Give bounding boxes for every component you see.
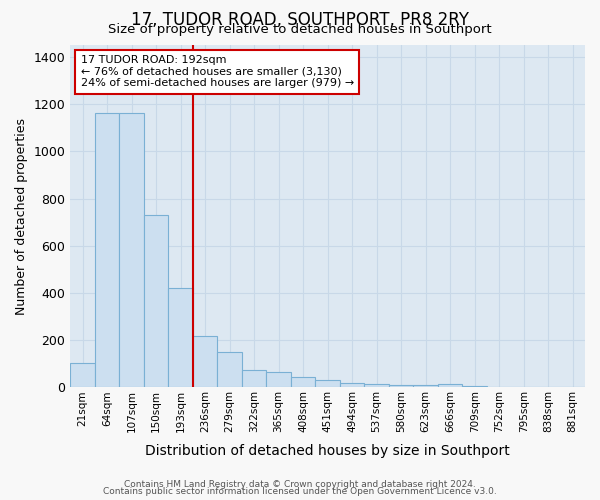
Text: Contains HM Land Registry data © Crown copyright and database right 2024.: Contains HM Land Registry data © Crown c…: [124, 480, 476, 489]
Bar: [217, 352, 242, 388]
Bar: [413, 385, 438, 388]
Text: Size of property relative to detached houses in Southport: Size of property relative to detached ho…: [108, 22, 492, 36]
Bar: [463, 386, 487, 388]
Bar: [119, 114, 144, 388]
Bar: [193, 336, 217, 388]
Bar: [242, 370, 266, 388]
Bar: [144, 215, 169, 388]
Text: 17, TUDOR ROAD, SOUTHPORT, PR8 2RY: 17, TUDOR ROAD, SOUTHPORT, PR8 2RY: [131, 11, 469, 29]
Y-axis label: Number of detached properties: Number of detached properties: [15, 118, 28, 314]
Bar: [95, 114, 119, 388]
Bar: [169, 288, 193, 388]
Bar: [291, 377, 316, 388]
Text: Contains public sector information licensed under the Open Government Licence v3: Contains public sector information licen…: [103, 488, 497, 496]
Bar: [340, 383, 364, 388]
Text: 17 TUDOR ROAD: 192sqm
← 76% of detached houses are smaller (3,130)
24% of semi-d: 17 TUDOR ROAD: 192sqm ← 76% of detached …: [80, 56, 354, 88]
Bar: [364, 384, 389, 388]
Bar: [389, 385, 413, 388]
Bar: [316, 380, 340, 388]
Bar: [266, 372, 291, 388]
Bar: [438, 384, 463, 388]
Bar: [70, 362, 95, 388]
Bar: [560, 387, 585, 388]
X-axis label: Distribution of detached houses by size in Southport: Distribution of detached houses by size …: [145, 444, 510, 458]
